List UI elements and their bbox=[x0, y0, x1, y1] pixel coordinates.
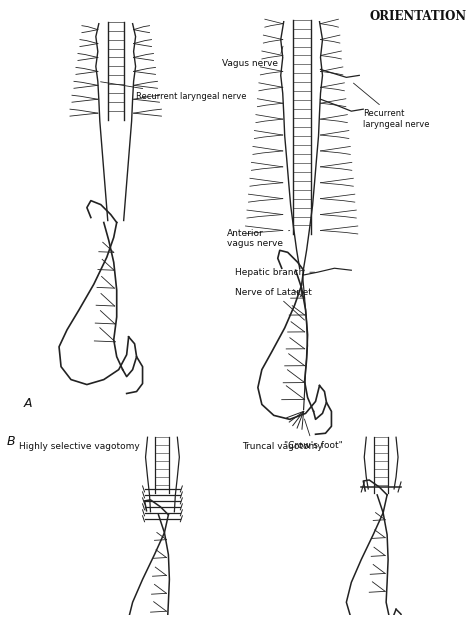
Text: Truncal vagotomy: Truncal vagotomy bbox=[242, 442, 323, 451]
Text: "Crow's foot": "Crow's foot" bbox=[284, 419, 343, 450]
Text: Highly selective vagotomy: Highly selective vagotomy bbox=[19, 442, 140, 451]
Text: Nerve of Latarjet: Nerve of Latarjet bbox=[235, 288, 312, 320]
Text: A: A bbox=[23, 397, 32, 410]
Text: B: B bbox=[6, 435, 15, 449]
Text: Vagus nerve: Vagus nerve bbox=[222, 46, 283, 68]
Text: Recurrent
laryngeal nerve: Recurrent laryngeal nerve bbox=[354, 83, 430, 128]
Text: Anterior
vagus nerve: Anterior vagus nerve bbox=[227, 229, 290, 248]
Text: Recurrent laryngeal nerve: Recurrent laryngeal nerve bbox=[100, 82, 246, 101]
Text: ORIENTATION: ORIENTATION bbox=[370, 10, 466, 23]
Text: Hepatic branch: Hepatic branch bbox=[235, 268, 315, 276]
